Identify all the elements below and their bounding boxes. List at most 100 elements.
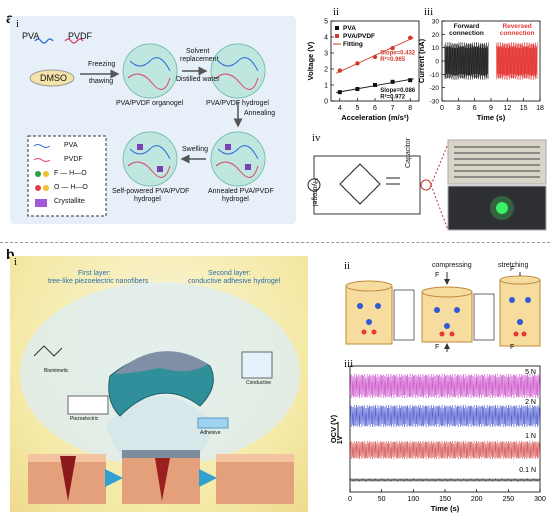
a-iii-annotation: connection [449, 30, 484, 37]
a-ii-point [373, 83, 377, 87]
capacitor-label: Capacitor [405, 138, 412, 168]
b-iii-xtick-label: 250 [502, 496, 514, 503]
b-iii-xtick-label: 100 [407, 496, 419, 503]
b-i-biomimetic: Biomimetic [44, 368, 69, 374]
b-iii-xlabel: Time (s) [431, 504, 460, 513]
panel-a-ii-roman: ii [333, 6, 340, 18]
panel-b-i-roman: i [14, 256, 18, 268]
b-i-conductive: Conductive [246, 380, 272, 386]
a-ii-point [408, 35, 413, 40]
a-iii-xlabel: Time (s) [477, 113, 506, 122]
a-ii-point [337, 68, 342, 73]
b-iii-force-label: 1 N [525, 433, 536, 440]
b-iii-ylabel: OCV (V) [329, 414, 338, 443]
state-annealed-1: Annealed PVA/PVDF [208, 188, 274, 195]
a-ii-legend-label: PVA/PVDF [343, 33, 375, 40]
a-ii-point [408, 78, 413, 83]
legend-fho: F — H—O [54, 170, 87, 177]
a-iii-xtick-label: 3 [456, 105, 460, 112]
panel-b-i-drawing [20, 282, 300, 504]
panel-b-ii-drawing [345, 272, 541, 352]
b-iii-xtick-label: 150 [439, 496, 451, 503]
state-selfpowered-1: Self-powered PVA/PVDF [112, 188, 190, 195]
step-annealing: Annealing [244, 110, 276, 117]
b-iii-series-line [349, 478, 541, 482]
a-ii-ytick-label: 1 [324, 83, 328, 90]
a-ii-xlabel: Acceleration (m/s²) [341, 113, 409, 122]
b-iii-scale-label: 1V [337, 435, 344, 444]
b-iii-xtick-label: 50 [378, 496, 386, 503]
b-ii-f-bottom-compress: F [435, 344, 440, 351]
b-ii-f-top-compress: F [435, 272, 440, 279]
a-ii-ytick-label: 3 [324, 51, 328, 58]
panel-b-i-illustration: i First layer: tree-like p [10, 256, 308, 512]
a-iii-xtick-label: 6 [473, 105, 477, 112]
b-iii-xtick-label: 200 [471, 496, 483, 503]
step-thawing: thawing [89, 78, 114, 85]
a-iii-series-line [444, 42, 489, 80]
a-ii-ytick-label: 5 [324, 19, 328, 26]
b-iii-xtick-label: 0 [348, 496, 352, 503]
a-iii-annotation: connection [500, 30, 535, 37]
a-ii-xtick-label: 7 [391, 105, 395, 112]
a-ii-point [337, 90, 342, 95]
a-ii-legend-label: PVA [343, 25, 356, 32]
state-annealed-2: hydrogel [222, 196, 249, 203]
a-ii-xtick-label: 8 [408, 105, 412, 112]
b-i-first-layer-desc: tree-like piezoelectric nanofibers [48, 278, 149, 285]
panel-b-letter: b [6, 246, 15, 262]
a-ii-annotation: R²=0.972 [380, 94, 406, 101]
state-organogel: PVA/PVDF organogel [116, 100, 184, 107]
pva-label: PVA [22, 31, 40, 41]
b-ii-stretching: stretching [498, 262, 529, 269]
a-iii-xtick-label: 15 [520, 105, 528, 112]
a-ii-legend-label: Fitting [343, 41, 363, 48]
a-ii-annotation: Slope=0.432 [380, 51, 416, 57]
panel-a-i-schematic: i [10, 16, 296, 224]
legend-crystallite: Crystallite [54, 198, 85, 205]
panel-a-iv-roman: iv [312, 132, 321, 144]
a-iii-annotation: Reversed [502, 23, 531, 30]
b-ii-compressing: compressing [432, 262, 472, 269]
a-ii-xtick-label: 6 [373, 105, 377, 112]
a-iii-ylabel: Current (nA) [418, 38, 426, 83]
chart-a-iii: 0 3 6 9 12 15 18-30-20-100102030Forwardconnect… [418, 19, 544, 123]
b-ii-f-top-stretch: F [510, 266, 515, 273]
a-iii-ytick-label: -20 [430, 85, 440, 92]
b-ii-f-bottom-stretch: F [510, 344, 515, 351]
panel-a-iii-roman: iii [424, 6, 434, 18]
a-iii-series-line [496, 42, 538, 80]
legend-pvdf: PVDF [64, 156, 83, 163]
a-ii-legend-marker [335, 26, 339, 30]
a-ii-annotation: R²=0.965 [380, 56, 406, 63]
a-iii-xtick-label: 12 [503, 105, 511, 112]
a-iii-xtick-label: 9 [489, 105, 493, 112]
step-distilled-water: Distilled water [176, 76, 220, 83]
a-iii-xtick-label: 0 [440, 105, 444, 112]
b-i-adhesive: Adhesive [200, 430, 221, 436]
a-iii-ytick-label: 10 [432, 45, 440, 52]
b-i-first-layer: First layer: [78, 270, 111, 277]
a-ii-ytick-label: 2 [324, 67, 328, 74]
panel-a-i-drawing [27, 38, 266, 217]
legend-oho: O — H—O [54, 184, 88, 191]
b-i-second-layer-desc: conductive adhesive hydrogel [188, 278, 281, 285]
panel-a-i-roman: i [16, 18, 20, 30]
panel-separator [0, 242, 550, 243]
a-ii-point [372, 54, 378, 60]
legend-pva: PVA [64, 142, 78, 149]
a-iii-ytick-label: 30 [432, 19, 440, 26]
b-iii-series-line [349, 404, 541, 428]
b-iii-force-label: 0.1 N [519, 467, 536, 474]
a-iii-annotation: Forward [454, 23, 480, 30]
state-selfpowered-2: hydrogel [134, 196, 161, 203]
b-i-second-layer: Second layer: [208, 270, 251, 277]
panel-a-iv-drawing [307, 139, 547, 231]
state-hydrogel: PVA/PVDF hydrogel [206, 100, 269, 107]
step-swelling: Swelling [182, 146, 209, 153]
a-iii-ytick-label: 20 [432, 32, 440, 39]
a-ii-legend-marker [335, 34, 339, 38]
step-replacement: replacement [180, 56, 219, 63]
panel-b-ii-roman: ii [344, 260, 351, 272]
